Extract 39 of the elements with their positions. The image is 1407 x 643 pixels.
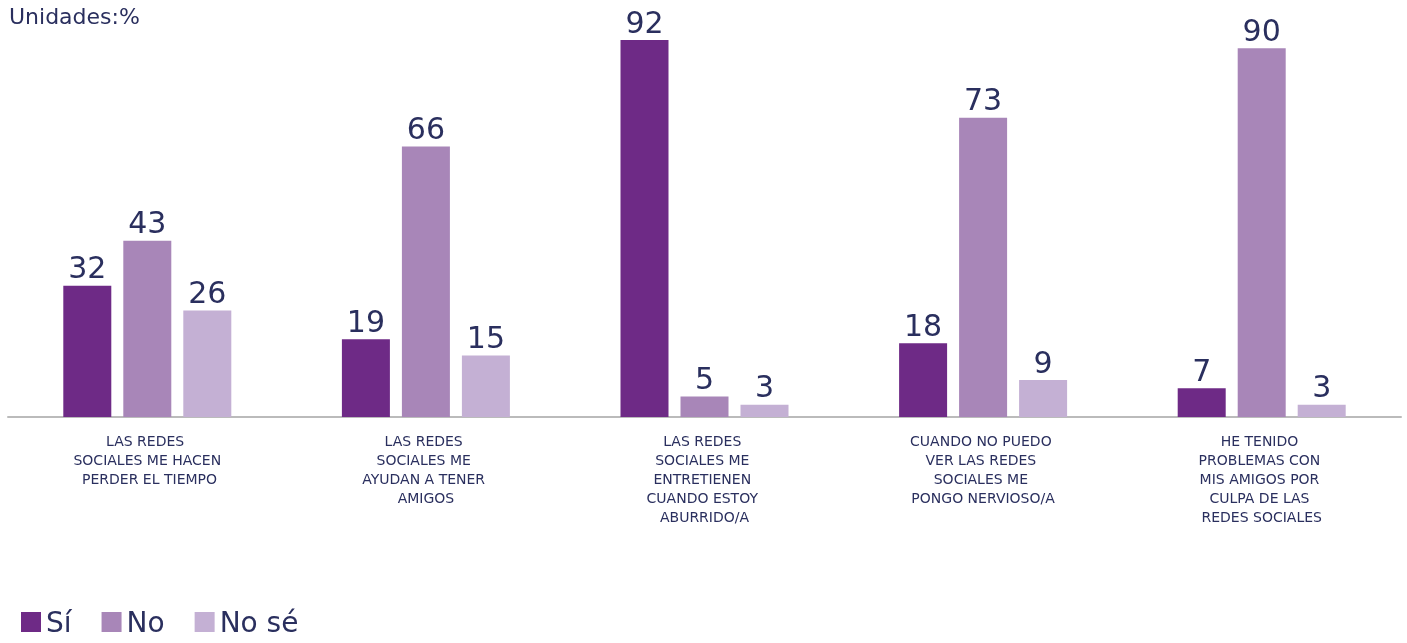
bar bbox=[123, 240, 172, 417]
data-label: 9 bbox=[1033, 344, 1053, 380]
legend-label: No sé bbox=[219, 605, 299, 639]
x-tick-label: LAS REDES SOCIALES ME ENTRETIENEN CUANDO ESTOY ABURRIDO/A bbox=[646, 432, 763, 525]
bar bbox=[899, 343, 948, 417]
bar bbox=[1177, 388, 1226, 417]
data-label: 3 bbox=[754, 369, 775, 405]
bar bbox=[183, 310, 232, 417]
data-label: 7 bbox=[1192, 352, 1212, 388]
data-label: 5 bbox=[694, 361, 715, 397]
bar bbox=[461, 355, 510, 417]
bar bbox=[401, 146, 450, 417]
x-tick-label: CUANDO NO PUEDO VER LAS REDES SOCIALES ME PONGO NERVIOSO/A bbox=[910, 432, 1057, 506]
data-label: 73 bbox=[964, 82, 1003, 118]
legend-label: No bbox=[126, 605, 165, 639]
bar bbox=[959, 117, 1008, 417]
bar bbox=[680, 396, 729, 417]
data-label: 32 bbox=[68, 250, 107, 286]
x-tick-label: HE TENIDO PROBLEMAS CON MIS AMIGOS POR CULPA DE LAS REDES SOCIALES bbox=[1198, 432, 1325, 525]
bar bbox=[740, 404, 789, 417]
data-label: 3 bbox=[1312, 369, 1332, 405]
x-tick-label: LAS REDES SOCIALES ME HACEN PERDER EL TIEMPO bbox=[73, 432, 222, 487]
data-label: 19 bbox=[346, 303, 385, 339]
data-label: 15 bbox=[466, 320, 505, 356]
data-label: 90 bbox=[1242, 12, 1281, 48]
data-label: 26 bbox=[188, 274, 227, 310]
bar bbox=[1019, 380, 1068, 417]
data-label: 43 bbox=[128, 205, 167, 241]
chart-subtitle: Unidades:% bbox=[9, 3, 140, 29]
x-tick-label: LAS REDES SOCIALES ME AYUDAN A TENER AMIGOS bbox=[362, 432, 490, 506]
data-label: 92 bbox=[625, 4, 664, 40]
legend-label: Sí bbox=[46, 605, 73, 639]
bar bbox=[1237, 48, 1286, 417]
bar bbox=[63, 285, 112, 417]
bar bbox=[1297, 404, 1346, 417]
data-label: 18 bbox=[904, 307, 943, 343]
data-label: 66 bbox=[406, 111, 445, 147]
bar bbox=[620, 40, 669, 417]
bar bbox=[341, 339, 390, 417]
